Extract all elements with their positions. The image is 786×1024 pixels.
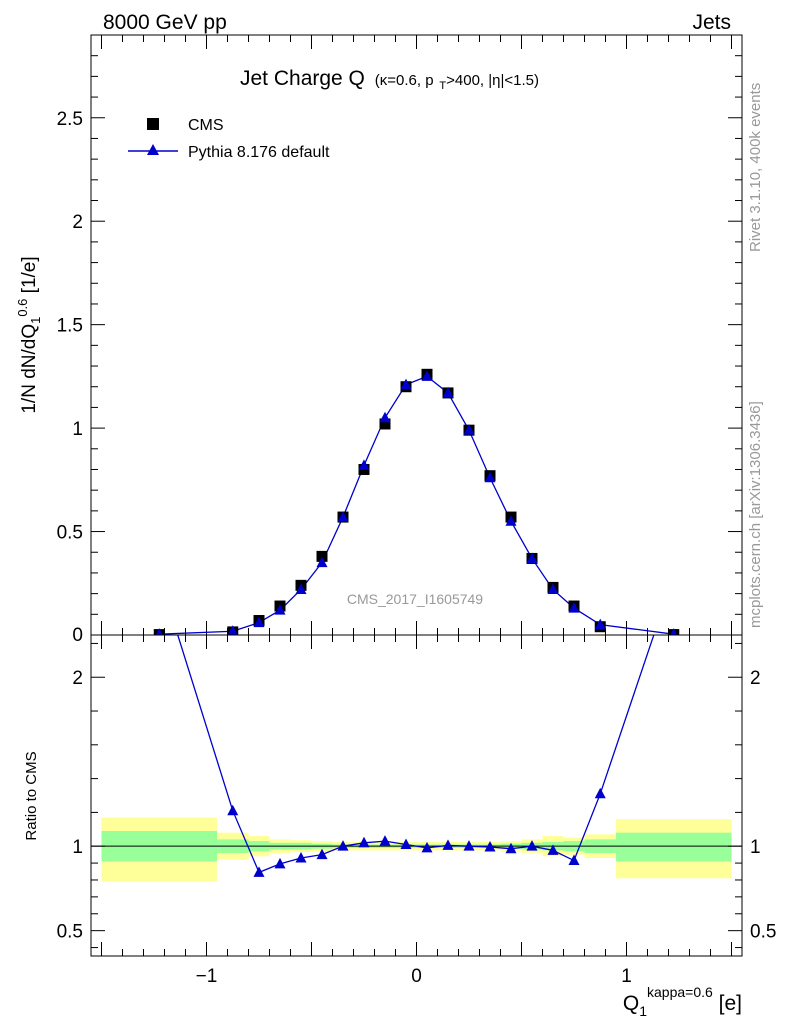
- ratio-point: [295, 852, 307, 863]
- ratio-point: [227, 804, 239, 816]
- ratio-point: [316, 848, 328, 860]
- y-tick-label: 0.5: [57, 523, 83, 544]
- ratio-line: [177, 635, 655, 874]
- chart-title: Jet Charge Q (κ=0.6, p T>400, |η|<1.5): [240, 67, 539, 92]
- ratio-point: [358, 836, 370, 848]
- pythia-point: [594, 618, 606, 630]
- pythia-point: [484, 471, 496, 483]
- ratio-panel-frame: [90, 634, 743, 957]
- pythia-point: [227, 625, 238, 635]
- chart-title-main: Jet Charge Q: [240, 67, 365, 90]
- ratio-point: [400, 838, 412, 849]
- pythia-point: [253, 616, 265, 628]
- main-ticks: 0.5 1 1.5 2 2.5 0: [57, 35, 742, 646]
- main-series: [153, 368, 680, 635]
- ratio-point: [526, 840, 538, 851]
- ratio-point: [484, 841, 496, 852]
- ratio-point: [274, 857, 286, 869]
- ratio-point: [463, 840, 475, 851]
- legend-pythia-label: Pythia 8.176 default: [188, 144, 330, 161]
- ratio-band-inner: [616, 832, 732, 862]
- analysis-watermark: CMS_2017_I1605749: [347, 591, 483, 607]
- y-tick-label: 2: [72, 212, 83, 233]
- legend-cms-marker: [147, 118, 159, 130]
- pythia-point: [379, 411, 391, 423]
- main-y-axis-label: 1/N dN/dQ10.6 [1/e]: [15, 256, 43, 413]
- ratio-point: [253, 866, 265, 877]
- ratio-point: [505, 842, 517, 854]
- pythia-point: [505, 515, 517, 526]
- ratio-point: [337, 840, 349, 851]
- pythia-point: [295, 583, 307, 594]
- ratio-panel: 0.5 0.5 1 1 2 2 −1 0 1 Ratio to CMS Q1kappa=0.6 …: [23, 570, 776, 1019]
- ratio-point: [379, 835, 391, 846]
- chart-title-suffix: (κ=0.6, p: [375, 72, 434, 89]
- legend-cms-label: CMS: [188, 117, 224, 134]
- ratio-point: [154, 570, 165, 581]
- pythia-point: [316, 556, 328, 568]
- ratio-point: [594, 787, 606, 799]
- y-tick-label: 2.5: [57, 109, 83, 130]
- ratio-y-tick-label-right: 2: [750, 668, 761, 689]
- header-left: 8000 GeV pp: [103, 11, 227, 34]
- pythia-point: [358, 459, 370, 470]
- ratio-point: [568, 854, 580, 866]
- ratio-y-tick-label: 1: [72, 837, 83, 858]
- pythia-point: [463, 424, 475, 435]
- pythia-point: [526, 552, 538, 563]
- pythia-point: [442, 386, 454, 398]
- pythia-point: [568, 602, 580, 613]
- pythia-point: [155, 628, 163, 635]
- ratio-point: [421, 841, 433, 853]
- mcplots-label: mcplots.cern.ch [arXiv:1306.3436]: [747, 401, 764, 628]
- ratio-y-tick-label-right: 1: [750, 837, 761, 858]
- x-tick-label: 1: [621, 966, 632, 987]
- ratio-series: [154, 570, 679, 877]
- ratio-point: [442, 839, 454, 850]
- pythia-point: [421, 370, 433, 381]
- legend: CMS Pythia 8.176 default: [128, 117, 330, 161]
- y-tick-label-zero: 0: [72, 625, 83, 646]
- ratio-ticks: 0.5 0.5 1 1 2 2 −1 0 1: [57, 635, 776, 987]
- ratio-y-axis-label: Ratio to CMS: [23, 751, 40, 840]
- ratio-y-tick-label: 0.5: [57, 922, 83, 943]
- x-tick-label: −1: [196, 966, 218, 987]
- x-axis-label: Q1kappa=0.6 [e]: [623, 984, 742, 1019]
- pythia-point: [670, 628, 678, 635]
- pythia-point: [400, 378, 412, 390]
- main-panel: Jet Charge Q (κ=0.6, p T>400, |η|<1.5) 1…: [15, 34, 743, 646]
- ratio-y-tick-label: 2: [72, 668, 83, 689]
- pythia-point: [547, 583, 559, 594]
- y-tick-label: 1: [72, 419, 83, 440]
- cms-point: [379, 418, 391, 430]
- rivet-label: Rivet 3.1.10, 400k events: [747, 83, 764, 252]
- ratio-y-tick-label-right: 0.5: [750, 922, 776, 943]
- pythia-point: [337, 511, 349, 522]
- ratio-point: [547, 844, 559, 855]
- pythia-point: [274, 604, 286, 615]
- x-tick-label: 0: [411, 966, 422, 987]
- header-right: Jets: [692, 11, 731, 34]
- cms-point: [316, 550, 328, 562]
- legend-pythia-marker: [147, 144, 159, 155]
- ratio-point: [668, 570, 679, 581]
- y-tick-label: 1.5: [57, 316, 83, 337]
- ratio-bands: [101, 817, 732, 882]
